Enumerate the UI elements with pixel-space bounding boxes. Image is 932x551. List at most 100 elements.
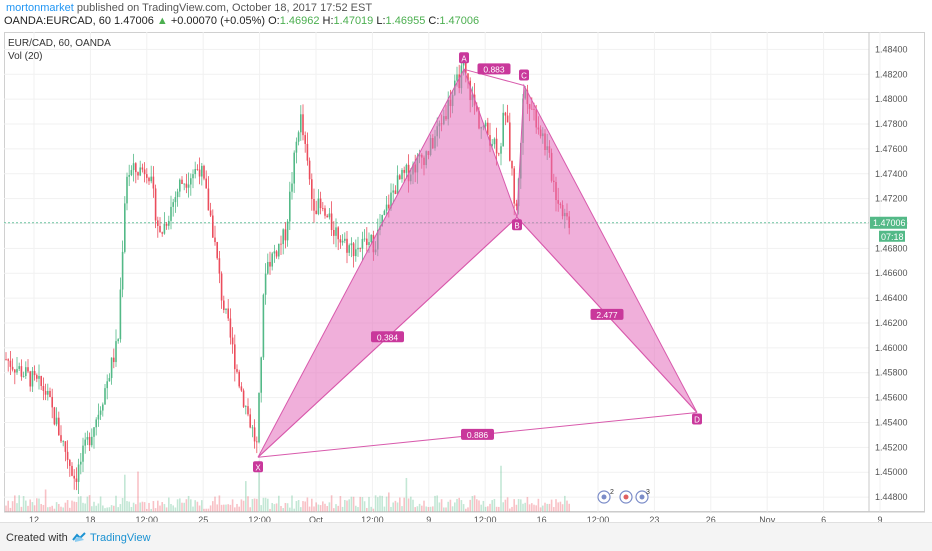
volume-bar [445,507,447,512]
volume-bar [392,502,394,512]
candle-body [326,215,328,218]
published-text: published on TradingView.com, October 18… [73,2,373,14]
volume-bar [379,495,381,512]
price-tick-label: 1.46600 [875,268,908,278]
price-axis[interactable]: 1.48400 1.48200 1.48000 1.47800 1.47600 1.474… [870,44,908,502]
price-tick-label: 1.44800 [875,492,908,502]
volume-bar [401,506,403,512]
candle-body [218,258,221,274]
candle-body [137,172,139,176]
candle-body [346,238,348,253]
volume-bar [322,501,324,512]
tradingview-logo-icon [72,532,86,542]
volume-bar [535,505,537,512]
event-dot-icon [639,494,645,500]
candle-body [44,390,47,395]
price-tick-label: 1.45800 [875,368,908,378]
volume-bar [548,503,551,512]
volume-bar [119,504,122,512]
price-change: +0.00070 (+0.05%) [170,15,266,27]
volume-bar [568,503,570,512]
candle-body [75,478,78,482]
candle-body [58,417,60,436]
volume-bar [289,507,291,512]
volume-bar [86,496,89,512]
candle-body [271,253,273,267]
volume-bar [256,498,258,512]
time-tick-label: 9 [877,515,882,522]
candle-body [220,273,223,301]
volume-bar [531,503,533,512]
volume-bar [465,508,467,512]
time-tick-label: 16 [537,515,547,522]
candle-body [62,441,64,443]
candle-body [399,175,401,180]
point-label-d: D [694,416,700,425]
volume-bar [170,503,172,512]
candle-body [143,169,146,175]
time-tick-label: 18 [85,515,95,522]
volume-bar [520,499,522,512]
candle-body [64,441,67,452]
volume-bar [275,503,278,512]
volume-bar [383,506,386,512]
volume-bar [498,506,500,512]
candle-body [27,367,29,372]
volume-bar [467,507,469,512]
volume-bar [66,500,69,512]
volume-bar [344,499,346,512]
volume-bar [291,495,293,512]
candle-body [168,220,170,226]
author-link[interactable]: mortonmarket [6,2,74,14]
symbol-quote-line: OANDA:EURCAD, 60 1.47006 ▲ +0.00070 (+0.… [4,15,479,27]
ratio-label-box [477,63,511,75]
ratio-label-box [461,428,494,440]
volume-bar [179,498,181,512]
price-tick-label: 1.47600 [875,144,908,154]
volume-bar [238,506,240,512]
harmonic-pattern[interactable]: X A B C D 0.384 0.883 2.477 0.886 [253,52,702,473]
candle-body [106,381,108,389]
time-tick-label: 12:00 [474,515,497,522]
volume-bar [293,508,295,512]
volume-bar [460,500,463,512]
candle-body [148,177,150,182]
volume-bar [69,507,71,512]
volume-bar [418,503,421,512]
volume-bar [135,504,137,512]
volume-bar [231,499,234,512]
countdown-tag-text: 07:18 [881,232,904,242]
volume-bar [130,507,133,512]
candle-body [185,183,188,188]
candle-body [51,396,53,408]
volume-bar [407,498,410,512]
candle-body [238,371,240,387]
volume-bar [509,508,511,512]
candle-body [117,339,119,342]
volume-bar [313,506,315,512]
candle-body [304,135,306,144]
tradingview-brand[interactable]: TradingView [90,532,151,544]
candle-body [366,238,368,245]
candle-body [5,359,7,360]
candle-body [297,132,300,142]
candle-body [234,344,236,370]
volume-bar [410,496,412,512]
candle-body [36,375,38,379]
price-chart[interactable]: X A B C D 0.384 0.883 2.477 0.886 1.48400 1.48200… [0,0,932,522]
symbol-name: OANDA:EURCAD, 60 [4,15,111,27]
time-axis[interactable]: 12 18 12:00 25 12:00 Oct 12:00 9 12:00 16 12:00 23 2… [29,515,883,522]
volume-bar [154,508,157,512]
candle-body [231,337,234,345]
candle-body [388,204,390,209]
candle-body [227,308,229,319]
candle-body [229,318,232,338]
volume-bar [165,507,168,512]
volume-bar [88,495,91,512]
volume-bar [348,499,350,512]
volume-bar [25,500,27,512]
candle-body [330,213,333,230]
volume-bar [51,505,53,512]
candle-body [152,176,155,189]
